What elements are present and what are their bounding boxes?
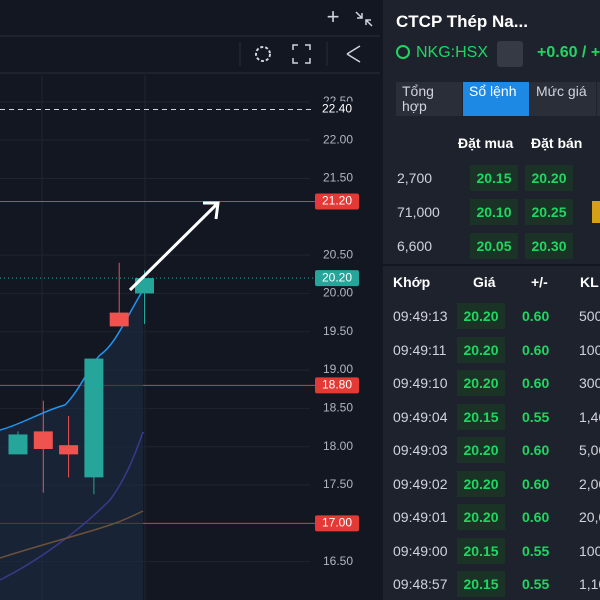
y-tick-label: 18.00 (323, 439, 353, 453)
trade-price: 20.20 (457, 504, 505, 530)
trade-time: 09:49:13 (393, 308, 448, 324)
tab[interactable]: Mức giá (530, 82, 596, 116)
trade-change: 0.55 (522, 408, 550, 425)
share-button[interactable] (346, 45, 361, 63)
symbol: NKG:HSX (416, 44, 489, 61)
price-label-box (315, 270, 359, 287)
tab[interactable]: T k (597, 82, 600, 116)
tab[interactable]: Tổng hợp (396, 82, 462, 116)
candle-body (33, 431, 53, 450)
candle-body (84, 358, 104, 478)
trade-change: 0.60 (522, 341, 550, 358)
chart-area: + 22.5022.0021.5020.5020.0019.5019.0018.… (0, 3, 380, 600)
trade-change: 0.60 (522, 308, 550, 324)
trade-volume: 100 (579, 542, 600, 559)
y-tick-label: 20.00 (323, 286, 353, 300)
price-label: 20.20 (322, 270, 352, 284)
trade-change: 0.60 (522, 442, 550, 458)
trade-volume: 1,100 (579, 576, 600, 592)
trade-time: 09:49:02 (393, 475, 448, 492)
candle-body (8, 434, 28, 455)
trade-time: 09:49:11 (393, 341, 447, 358)
trade-price: 20.20 (457, 370, 505, 396)
trade-volume: 2,000 (579, 475, 600, 492)
candle-body (109, 312, 129, 327)
bid-price: 20.15 (470, 165, 518, 191)
bid-price: 20.10 (470, 199, 518, 225)
status-icon (396, 45, 410, 59)
trade-volume: 500 (579, 308, 600, 324)
trade-time: 09:49:03 (393, 442, 448, 458)
trade-volume: 20,000 (579, 509, 600, 525)
bid-volume: 2,700 (397, 170, 433, 186)
area-fill (0, 290, 143, 600)
edit-button[interactable] (497, 41, 523, 67)
arrow-drawing (128, 201, 220, 292)
price-label-box (315, 101, 359, 118)
column-header: Đặt bán (531, 135, 583, 151)
trade-volume: 1,400 (579, 408, 600, 425)
bid-price: 20.05 (470, 233, 518, 259)
y-tick-label: 22.00 (323, 132, 353, 146)
column-header: Giá (473, 274, 496, 290)
price-label: 17.00 (322, 516, 352, 530)
side-panel: CTCP Thép Na... NKG:HSX +0.60 / + Tổng h… (383, 0, 600, 600)
trade-volume: 5,000 (579, 442, 600, 458)
tab[interactable]: Sổ lệnh (463, 82, 529, 116)
y-tick-label: 17.50 (323, 477, 353, 491)
trade-price: 20.20 (457, 470, 505, 497)
trade-change: 0.60 (522, 509, 550, 525)
ask-price: 20.25 (525, 199, 573, 225)
bid-volume: 6,600 (397, 238, 433, 254)
candle-body (59, 445, 79, 455)
settings-button[interactable] (255, 46, 271, 62)
ask-price: 20.30 (525, 233, 573, 259)
book-divider (383, 264, 600, 266)
price-label: 18.80 (322, 378, 352, 392)
column-header: KL (580, 274, 599, 290)
trade-price: 20.20 (457, 303, 505, 329)
trade-time: 09:49:10 (393, 375, 448, 391)
trade-time: 09:49:04 (393, 408, 448, 425)
bid-volume: 71,000 (397, 204, 440, 220)
price-change: +0.60 / + (537, 44, 600, 61)
trade-change: 0.60 (522, 375, 550, 391)
y-tick-label: 18.50 (323, 401, 353, 415)
price-label-box (315, 193, 359, 210)
add-button[interactable]: + (327, 4, 340, 29)
close-line (0, 289, 144, 431)
fullscreen-button[interactable] (292, 44, 311, 64)
column-header: +/- (531, 274, 548, 290)
y-tick-label: 19.50 (323, 324, 353, 338)
highlight-marker (592, 201, 600, 223)
trade-change: 0.60 (522, 475, 550, 492)
price-label-box (315, 377, 359, 394)
trade-volume: 300 (579, 375, 600, 391)
trade-volume: 100 (579, 341, 600, 358)
collapse-button[interactable] (355, 11, 373, 27)
trade-price: 20.15 (457, 571, 505, 597)
price-label: 22.40 (322, 102, 352, 116)
trade-time: 09:48:57 (393, 576, 448, 592)
trade-price: 20.20 (457, 437, 505, 463)
y-tick-label: 16.50 (323, 554, 353, 568)
price-label-box (315, 515, 359, 532)
trade-time: 09:49:01 (393, 509, 448, 525)
y-tick-label: 20.50 (323, 247, 353, 261)
y-tick-label: 21.50 (323, 171, 353, 185)
trade-price: 20.15 (457, 403, 505, 430)
trade-price: 20.15 (457, 537, 505, 564)
ask-price: 20.20 (525, 165, 573, 191)
price-label: 21.20 (322, 194, 352, 208)
trade-time: 09:49:00 (393, 542, 448, 559)
y-tick-label: 19.00 (323, 362, 353, 376)
trade-change: 0.55 (522, 576, 550, 592)
trade-change: 0.55 (522, 542, 550, 559)
column-header: Đặt mua (458, 135, 514, 151)
trade-price: 20.20 (457, 336, 505, 363)
panel-title: CTCP Thép Na... (396, 12, 528, 31)
column-header: Khớp (393, 274, 431, 290)
